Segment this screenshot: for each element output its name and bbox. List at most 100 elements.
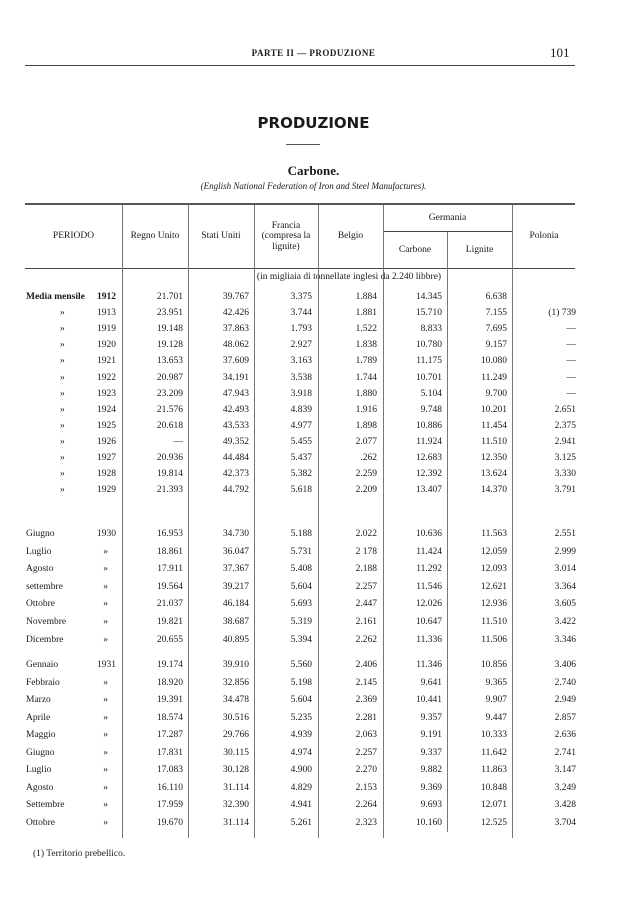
row-value: 3.163 [290,356,312,367]
row-value: 5.693 [290,599,312,610]
table-header-rule [25,268,575,269]
row-value: 12.350 [480,453,507,463]
row-value: 19.174 [156,660,183,670]
row-value: 9.700 [485,388,507,399]
units-note: (in migliaia di tonnellate inglesi da 2.… [256,272,442,282]
row-value: 3.704 [554,817,576,828]
row-year: » [103,712,108,723]
row-year: » [103,695,108,705]
row-year: » [103,546,108,557]
row-year: 1922 [97,372,116,383]
table-row: Agosto » 17.911 37.367 5.408 2.188 11.292 12.09… [0,564,627,578]
row-value: 2.927 [290,340,312,351]
row-year: » [103,765,108,775]
row-value: 36.047 [222,546,249,557]
row-value: 11.642 [481,747,507,758]
row-value: 11.510 [481,617,507,627]
row-value: 5.198 [290,677,312,688]
row-value: 2.153 [355,782,377,793]
row-year: » [103,817,108,828]
row-value: 10.701 [415,372,442,383]
row-year: 1923 [97,388,116,399]
row-value: 3.918 [290,388,312,399]
table-row: » 1919 19.148 37.863 1.793 1.522 8.833 7.695 — [0,324,627,338]
row-value: 9.337 [420,747,442,758]
row-value: 9.748 [420,404,442,415]
row-value: 6.638 [485,292,507,302]
row-value: 19.564 [156,581,183,592]
row-value: 17.831 [156,747,183,758]
row-value: — [566,340,577,351]
row-value: 3.428 [554,800,576,810]
table-row: Luglio » 17.083 30.128 4.900 2.270 9.882 11.863… [0,765,627,779]
row-value: 3.125 [554,453,576,463]
row-period: Giugno [26,529,55,539]
row-value: 19.128 [156,340,183,351]
row-period: » [60,372,65,383]
row-value: 39.217 [222,581,249,592]
row-year: » [103,730,108,740]
row-value: 48.062 [222,340,249,351]
row-value: 5.319 [290,617,312,627]
row-value: 2.447 [355,599,377,610]
row-value: 3.744 [290,308,312,319]
column-rule [447,232,448,832]
row-year: » [103,581,108,592]
row-value: 11.563 [481,529,507,539]
row-value: 3.330 [554,469,576,480]
row-period: » [60,453,65,463]
row-value: 17.911 [157,564,183,575]
row-value: 11.249 [481,372,507,383]
row-value: 2.259 [355,469,377,480]
row-value: 12.093 [480,564,507,575]
row-value: 1.880 [355,388,377,399]
row-value: — [566,372,577,383]
row-year: » [103,564,108,575]
row-value: 11.336 [416,634,442,645]
row-value: 9.907 [485,695,507,705]
row-year: 1919 [97,324,116,335]
row-value: 39.910 [222,660,249,670]
row-value: 20.618 [156,420,183,431]
row-value: 3.605 [554,599,576,610]
row-value: 9.882 [420,765,442,775]
footnote: (1) Territorio prebellico. [33,849,126,859]
row-period: Febbraio [26,677,60,688]
row-period: » [60,404,65,415]
row-period: Dicembre [26,634,64,645]
row-value: 2.323 [355,817,377,828]
column-rule [188,205,189,838]
row-period: » [60,308,65,319]
row-value: 9.357 [420,712,442,723]
row-value: 2.741 [554,747,576,758]
row-value: 32.390 [222,800,249,810]
row-period: » [60,420,65,431]
row-value: 10.160 [415,817,442,828]
row-value: 8.833 [420,324,442,335]
row-period: Ottobre [26,599,56,610]
table-row: Giugno » 17.831 30.115 4.974 2.257 9.337 11.642… [0,748,627,762]
row-value: — [566,388,577,399]
row-value: 21.701 [156,292,183,302]
row-year: » [103,634,108,645]
row-year: 1924 [97,404,116,415]
row-value: 43.533 [222,420,249,431]
row-value: 9.365 [485,677,507,688]
row-value: 14.370 [480,485,507,496]
row-value: 3.375 [290,292,312,302]
row-value: 4.977 [290,420,312,431]
row-value: 31.114 [223,817,249,828]
row-value: 42.493 [222,404,249,415]
row-year: 1913 [97,308,116,319]
row-value: 1.838 [355,340,377,351]
row-value: 20.987 [156,372,183,383]
row-period: Marzo [26,695,51,705]
row-value: 1.789 [355,356,377,367]
row-value: 2.257 [355,581,377,592]
row-period: » [60,469,65,480]
row-value: 5.618 [290,485,312,496]
row-value: 1.884 [355,292,377,302]
row-period: Luglio [26,546,52,557]
row-value: 18.920 [156,677,183,688]
row-period: Agosto [26,564,54,575]
